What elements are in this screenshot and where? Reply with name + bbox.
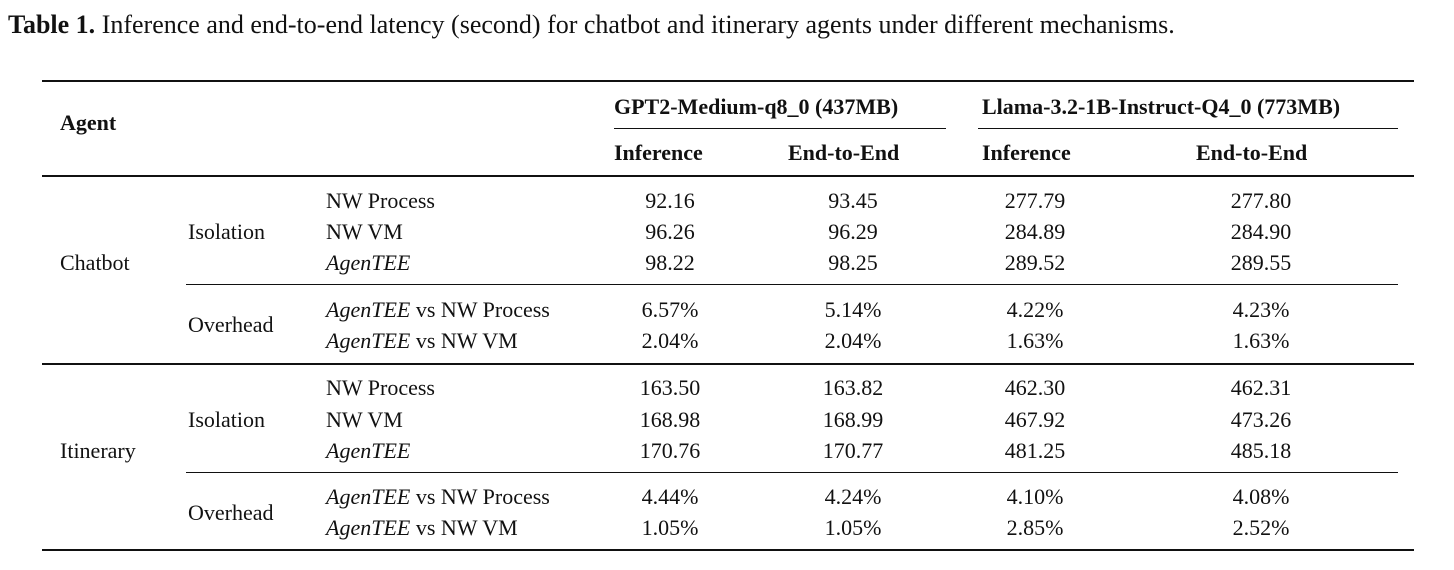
- bottom-rule: [42, 549, 1414, 551]
- model1-inference-cell: 163.50: [639, 375, 701, 400]
- agent-label-chatbot: Chatbot: [60, 250, 130, 275]
- model1-end-to-end-cell: 4.24%: [824, 484, 882, 509]
- isolation-label-itinerary: Isolation: [188, 407, 265, 432]
- model2-inference-cell: 481.25: [1004, 438, 1066, 463]
- model2-end-to-end-cell: 4.08%: [1232, 484, 1290, 509]
- model2-inference-cell: 4.22%: [1006, 297, 1064, 322]
- mechanism-cell: NW VM: [326, 219, 403, 244]
- model2-end-to-end-cell: 473.26: [1230, 407, 1292, 432]
- model2-inference-cell: 1.63%: [1006, 328, 1064, 353]
- mechanism-cell: AgenTEE vs NW Process: [326, 484, 550, 509]
- model2-end-to-end-cell: 284.90: [1230, 219, 1292, 244]
- model1-end-to-end-cell: 168.99: [822, 407, 884, 432]
- model2-end-to-end-cell: 289.55: [1230, 250, 1292, 275]
- model1-inference-cell: 96.26: [645, 219, 695, 244]
- mechanism-cell: AgenTEE: [326, 438, 411, 463]
- model1-inference-cell: 4.44%: [641, 484, 699, 509]
- agent-label-itinerary: Itinerary: [60, 438, 136, 463]
- model1-end-to-end-cell: 98.25: [828, 250, 878, 275]
- model1-inference-cell: 168.98: [639, 407, 701, 432]
- model2-inference-cell: 4.10%: [1006, 484, 1064, 509]
- model1-end-to-end-cell: 5.14%: [824, 297, 882, 322]
- header-agent: Agent: [60, 110, 117, 135]
- header-rule: [42, 175, 1414, 177]
- isolation-label-chatbot: Isolation: [188, 219, 265, 244]
- overhead-label-chatbot: Overhead: [188, 312, 274, 337]
- model1-end-to-end-cell: 2.04%: [824, 328, 882, 353]
- mechanism-cell: AgenTEE vs NW VM: [326, 515, 518, 540]
- model1-inference-cell: 98.22: [645, 250, 695, 275]
- model1-inference-cell: 6.57%: [641, 297, 699, 322]
- group-separator-rule: [42, 363, 1414, 365]
- table-caption: Table 1. Inference and end-to-end latenc…: [8, 8, 1454, 42]
- mechanism-cell: AgenTEE: [326, 250, 411, 275]
- model2-inference-cell: 467.92: [1004, 407, 1066, 432]
- mechanism-cell: NW Process: [326, 188, 435, 213]
- model1-inference-cell: 2.04%: [641, 328, 699, 353]
- model2-underline: [978, 128, 1398, 129]
- top-rule: [42, 80, 1414, 82]
- header-model1: GPT2-Medium-q8_0 (437MB): [614, 94, 899, 119]
- overhead-label-itinerary: Overhead: [188, 500, 274, 525]
- mechanism-cell: NW VM: [326, 407, 403, 432]
- mechanism-cell: AgenTEE vs NW Process: [326, 297, 550, 322]
- caption-text: Inference and end-to-end latency (second…: [101, 10, 1175, 39]
- model1-end-to-end-cell: 1.05%: [824, 515, 882, 540]
- model1-end-to-end-cell: 170.77: [822, 438, 884, 463]
- model2-inference-cell: 284.89: [1004, 219, 1066, 244]
- model2-end-to-end-cell: 4.23%: [1232, 297, 1290, 322]
- header-model2-end-to-end: End-to-End: [1196, 140, 1308, 165]
- model2-end-to-end-cell: 277.80: [1230, 188, 1292, 213]
- model1-inference-cell: 1.05%: [641, 515, 699, 540]
- model2-inference-cell: 277.79: [1004, 188, 1066, 213]
- mechanism-cell: NW Process: [326, 375, 435, 400]
- model2-inference-cell: 462.30: [1004, 375, 1066, 400]
- header-model1-inference: Inference: [614, 140, 703, 165]
- header-model2-inference: Inference: [982, 140, 1071, 165]
- model1-end-to-end-cell: 93.45: [828, 188, 878, 213]
- caption-label: Table 1.: [8, 10, 96, 39]
- model2-end-to-end-cell: 485.18: [1230, 438, 1292, 463]
- mechanism-cell: AgenTEE vs NW VM: [326, 328, 518, 353]
- itinerary-subgroup-rule: [186, 472, 1398, 473]
- header-model1-end-to-end: End-to-End: [788, 140, 900, 165]
- model1-inference-cell: 92.16: [645, 188, 695, 213]
- model2-inference-cell: 289.52: [1004, 250, 1066, 275]
- header-model2: Llama-3.2-1B-Instruct-Q4_0 (773MB): [982, 94, 1341, 119]
- chatbot-subgroup-rule: [186, 284, 1398, 285]
- model1-inference-cell: 170.76: [639, 438, 701, 463]
- model1-end-to-end-cell: 163.82: [822, 375, 884, 400]
- model2-end-to-end-cell: 1.63%: [1232, 328, 1290, 353]
- model2-end-to-end-cell: 462.31: [1230, 375, 1292, 400]
- model1-end-to-end-cell: 96.29: [828, 219, 878, 244]
- model2-end-to-end-cell: 2.52%: [1232, 515, 1290, 540]
- model1-underline: [614, 128, 946, 129]
- model2-inference-cell: 2.85%: [1006, 515, 1064, 540]
